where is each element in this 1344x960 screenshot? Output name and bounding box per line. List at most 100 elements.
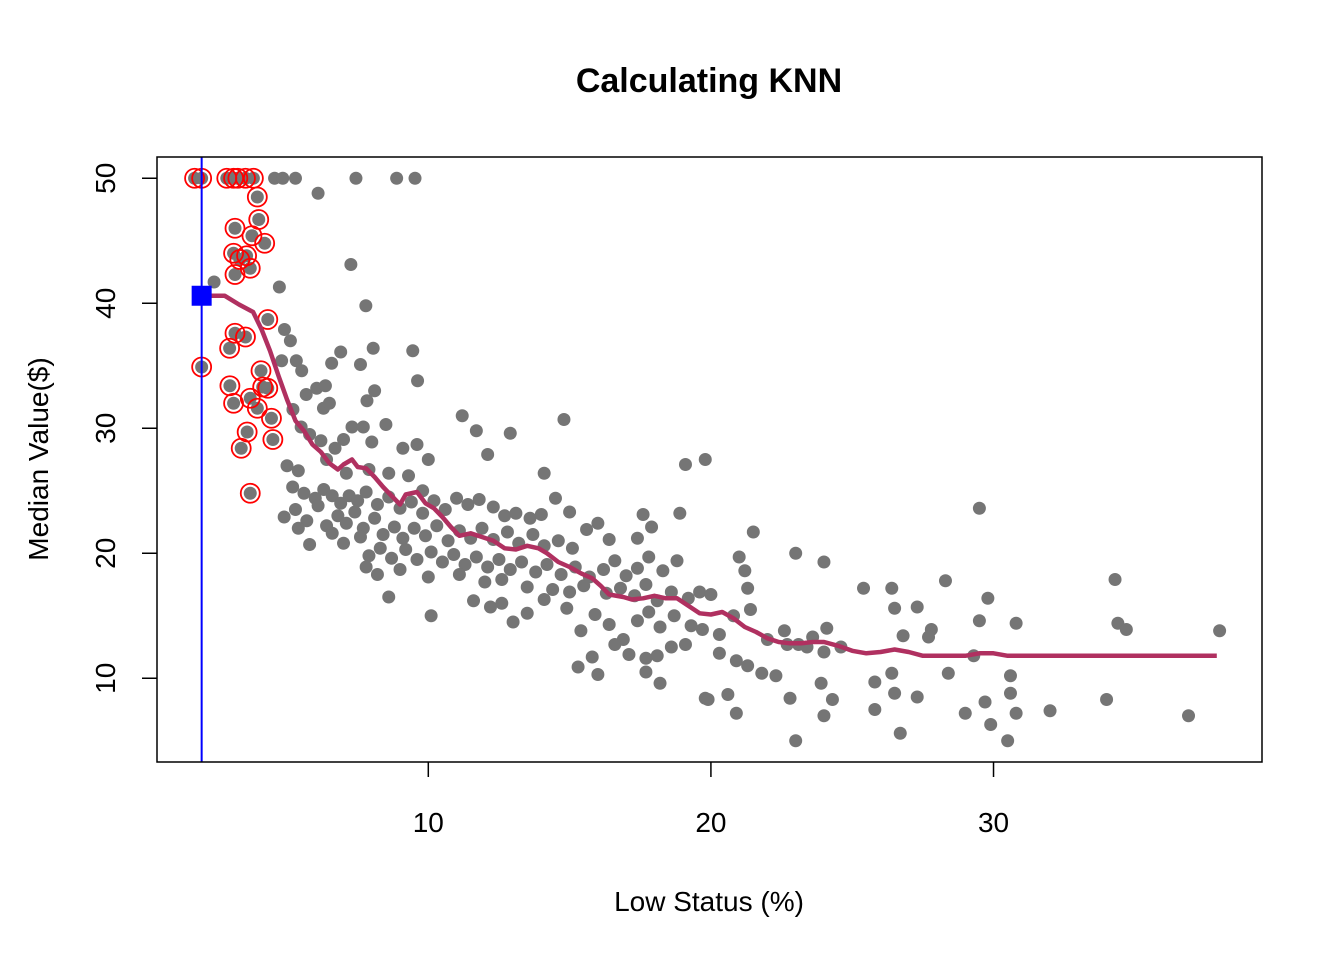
- data-point: [729, 706, 743, 720]
- data-point: [318, 379, 332, 393]
- neighbor-ring: [184, 167, 205, 189]
- data-point: [743, 603, 757, 616]
- data-point: [678, 458, 692, 471]
- y-tick-label: 20: [90, 538, 121, 569]
- data-point: [469, 550, 483, 564]
- data-point: [1003, 686, 1017, 700]
- data-point: [447, 548, 461, 561]
- data-point: [817, 555, 831, 569]
- neighbor-point: [243, 391, 257, 405]
- data-point: [602, 618, 616, 631]
- data-point: [526, 528, 540, 541]
- axes-layer: 10 20 30 10 20 30 40 50: [90, 156, 1263, 838]
- data-point: [560, 601, 574, 615]
- data-point: [486, 500, 500, 514]
- data-point: [328, 441, 342, 455]
- x-tick-label: 20: [695, 807, 726, 838]
- neighbor-point: [223, 379, 237, 393]
- data-point: [978, 695, 992, 709]
- data-point: [732, 550, 746, 564]
- data-point: [272, 280, 286, 294]
- data-point: [557, 413, 571, 426]
- data-point: [588, 608, 602, 621]
- data-point: [984, 718, 998, 731]
- data-point: [551, 534, 565, 548]
- data-point: [291, 521, 305, 535]
- data-point: [1043, 704, 1057, 718]
- data-point: [789, 546, 803, 560]
- data-point: [362, 549, 376, 563]
- data-point: [402, 469, 416, 483]
- neighbor-ring: [235, 326, 256, 348]
- data-point: [591, 668, 605, 681]
- data-point: [325, 526, 339, 540]
- data-point: [741, 659, 755, 673]
- data-point: [777, 624, 791, 638]
- data-point: [452, 568, 466, 581]
- neighbor-ring: [241, 225, 263, 247]
- data-point: [868, 703, 882, 716]
- data-point: [506, 615, 520, 629]
- data-point: [537, 466, 551, 480]
- query-point: [191, 285, 212, 306]
- data-point: [424, 545, 438, 559]
- data-point: [455, 409, 469, 423]
- data-point: [520, 580, 534, 594]
- data-point: [399, 543, 413, 556]
- data-point: [896, 629, 910, 643]
- data-point: [910, 690, 924, 704]
- data-point: [941, 666, 955, 680]
- neighbor-point: [266, 433, 280, 446]
- data-point: [1003, 669, 1017, 683]
- data-point: [1182, 709, 1196, 723]
- data-point: [678, 638, 692, 651]
- data-point: [345, 420, 359, 434]
- neighbor-point: [250, 190, 264, 204]
- data-point: [396, 441, 410, 455]
- data-point: [288, 171, 302, 185]
- data-point: [492, 553, 506, 566]
- data-point: [366, 341, 380, 355]
- y-tick-label: 30: [90, 413, 121, 444]
- data-point: [289, 354, 303, 368]
- data-point: [467, 594, 481, 608]
- data-point: [580, 523, 594, 536]
- data-point: [387, 520, 401, 534]
- data-point: [741, 581, 755, 595]
- neighbor-ring: [236, 245, 257, 267]
- data-point: [334, 496, 348, 510]
- data-point: [1009, 616, 1023, 630]
- neighbor-point: [252, 213, 266, 226]
- data-point: [339, 516, 353, 530]
- neighbor-point: [227, 396, 241, 410]
- data-point: [789, 734, 803, 748]
- data-point: [438, 503, 452, 516]
- neighbor-ring: [246, 186, 268, 208]
- data-point: [540, 558, 554, 571]
- data-point: [404, 495, 418, 509]
- data-point: [639, 651, 653, 665]
- data-point: [495, 573, 509, 586]
- neighbor-ring: [224, 217, 246, 239]
- neighbor-ring: [239, 257, 261, 279]
- data-point: [783, 691, 797, 705]
- data-point: [537, 593, 551, 606]
- data-point: [667, 609, 681, 623]
- data-point: [481, 448, 495, 461]
- data-point: [283, 334, 297, 348]
- data-point: [817, 645, 831, 659]
- data-point: [495, 596, 509, 610]
- data-point: [910, 600, 924, 614]
- x-tick-label: 30: [978, 807, 1009, 838]
- data-point: [729, 654, 743, 668]
- data-point: [972, 614, 986, 628]
- data-point: [630, 614, 644, 628]
- data-point: [664, 585, 678, 599]
- neighbor-point: [228, 221, 242, 235]
- data-point: [424, 609, 438, 623]
- data-point: [503, 426, 517, 440]
- data-point: [639, 578, 653, 591]
- data-point: [893, 726, 907, 740]
- data-point: [376, 528, 390, 541]
- data-point: [958, 706, 972, 720]
